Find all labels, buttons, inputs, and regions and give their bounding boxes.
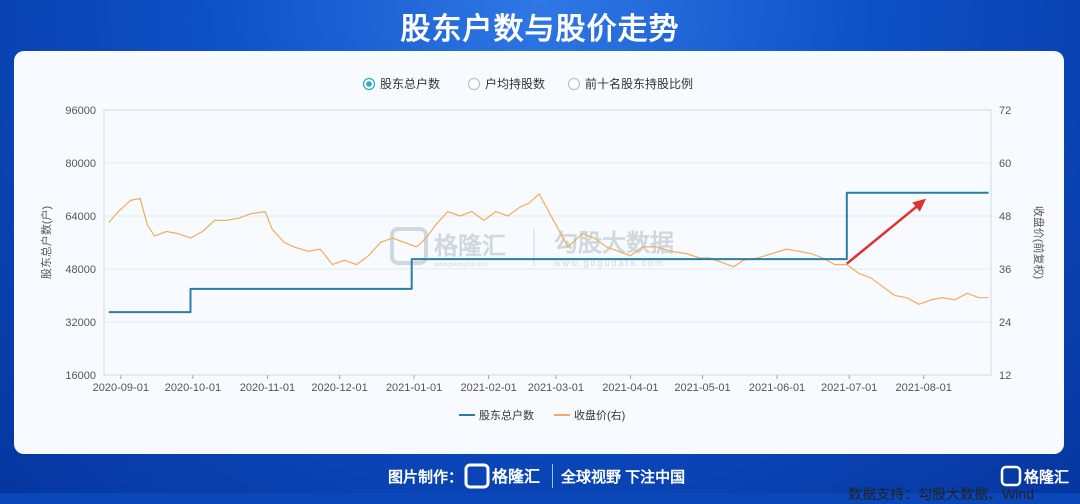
x-tick-label: 2021-08-01 — [896, 382, 952, 394]
y-right-tick-label: 24 — [999, 317, 1011, 329]
x-tick-label: 2021-07-01 — [821, 382, 877, 394]
glh-watermark-logo — [390, 227, 428, 265]
corner-logo-mark-icon — [1000, 465, 1022, 487]
x-tick-label: 2020-10-01 — [165, 382, 221, 394]
ggd-watermark-text: 勾股大数据 — [554, 230, 674, 257]
radio-dot-icon — [366, 81, 372, 87]
y-right-axis-label: 收盘价(前复权) — [1032, 206, 1046, 279]
axes: 16000 32000 48000 64000 80000 96000 12 24 36 48 60… — [39, 105, 1046, 394]
x-tick-label: 2021-04-01 — [602, 382, 658, 394]
bottom-legend-label: 股东总户数 — [479, 408, 534, 422]
bottom-legend: 股东总户数 收盘价(右) — [459, 408, 625, 422]
y-right-tick-label: 36 — [999, 264, 1011, 276]
footer: 图片制作： 格隆汇 全球视野 下注中国 — [0, 460, 1080, 493]
bottom-legend-label: 收盘价(右) — [574, 408, 625, 422]
y-right-tick-label: 48 — [999, 211, 1011, 223]
x-tick-label: 2021-06-01 — [749, 382, 805, 394]
ggd-watermark-url: www.gogudata.com — [553, 258, 665, 268]
top-legend-label: 股东总户数 — [380, 76, 440, 91]
footer-slogan: 全球视野 下注中国 — [561, 469, 686, 486]
x-tick-label: 2020-12-01 — [311, 382, 367, 394]
footer-logo: 格隆汇 — [464, 463, 540, 489]
chart-card: 股东总户数 户均持股数 前十名股东持股比例 格隆汇 www.gelonghui.co… — [14, 51, 1064, 502]
page-title: 股东户数与股价走势 — [400, 13, 680, 46]
radio-icon — [567, 77, 581, 91]
radio-icon — [467, 77, 481, 91]
y-left-tick-label: 64000 — [65, 211, 96, 223]
arrow-annotation — [845, 198, 927, 265]
y-right-tick-label: 60 — [999, 158, 1011, 170]
top-legend-label: 户均持股数 — [485, 76, 545, 91]
y-left-tick-label: 32000 — [65, 317, 96, 329]
x-tick-label: 2021-02-01 — [460, 382, 516, 394]
series-line-price — [108, 193, 989, 305]
x-tick-label: 2021-01-01 — [386, 382, 442, 394]
y-left-tick-label: 48000 — [65, 264, 96, 276]
y-left-tick-label: 80000 — [65, 158, 96, 170]
top-legend-item[interactable]: 前十名股东持股比例 — [567, 76, 694, 91]
y-right-tick-label: 72 — [999, 105, 1011, 117]
footer-made-by: 图片制作： — [388, 469, 464, 486]
x-tick-label: 2021-05-01 — [674, 382, 730, 394]
series-layer — [108, 191, 989, 314]
top-legend-label: 前十名股东持股比例 — [585, 76, 693, 91]
y-left-axis-label: 股东总户数(户) — [39, 206, 53, 279]
y-left-tick-label: 16000 — [65, 370, 96, 382]
footer-brand: 格隆汇 — [492, 467, 540, 486]
y-left-tick-label: 96000 — [65, 105, 96, 117]
glh-watermark-url: www.gelonghui.com — [433, 262, 487, 268]
top-legend-item[interactable]: 户均持股数 — [467, 76, 546, 91]
grid — [103, 109, 992, 376]
glh-watermark-text: 格隆汇 — [434, 232, 506, 260]
watermark: 格隆汇 www.gelonghui.com 勾股大数据 www.gogudata… — [390, 227, 674, 268]
chart-svg: 股东总户数 户均持股数 前十名股东持股比例 格隆汇 www.gelonghui.co… — [39, 76, 1046, 422]
arrow-head-icon — [912, 198, 927, 212]
x-tick-label: 2020-09-01 — [93, 382, 149, 394]
corner-brand: 格隆汇 — [1024, 468, 1069, 486]
series-line-holders — [108, 191, 989, 314]
footer-divider — [552, 464, 553, 488]
corner-logo: 格隆汇 — [1000, 465, 1069, 487]
top-legend-item[interactable]: 股东总户数 — [362, 76, 441, 91]
y-right-tick-label: 12 — [999, 370, 1011, 382]
top-legend: 股东总户数 户均持股数 前十名股东持股比例 — [362, 76, 694, 91]
arrow-shaft — [845, 202, 921, 265]
x-tick-label: 2020-11-01 — [240, 382, 295, 394]
logo-mark-icon — [464, 463, 490, 489]
plot-frame — [103, 109, 992, 376]
x-tick-label: 2021-03-01 — [528, 382, 584, 394]
